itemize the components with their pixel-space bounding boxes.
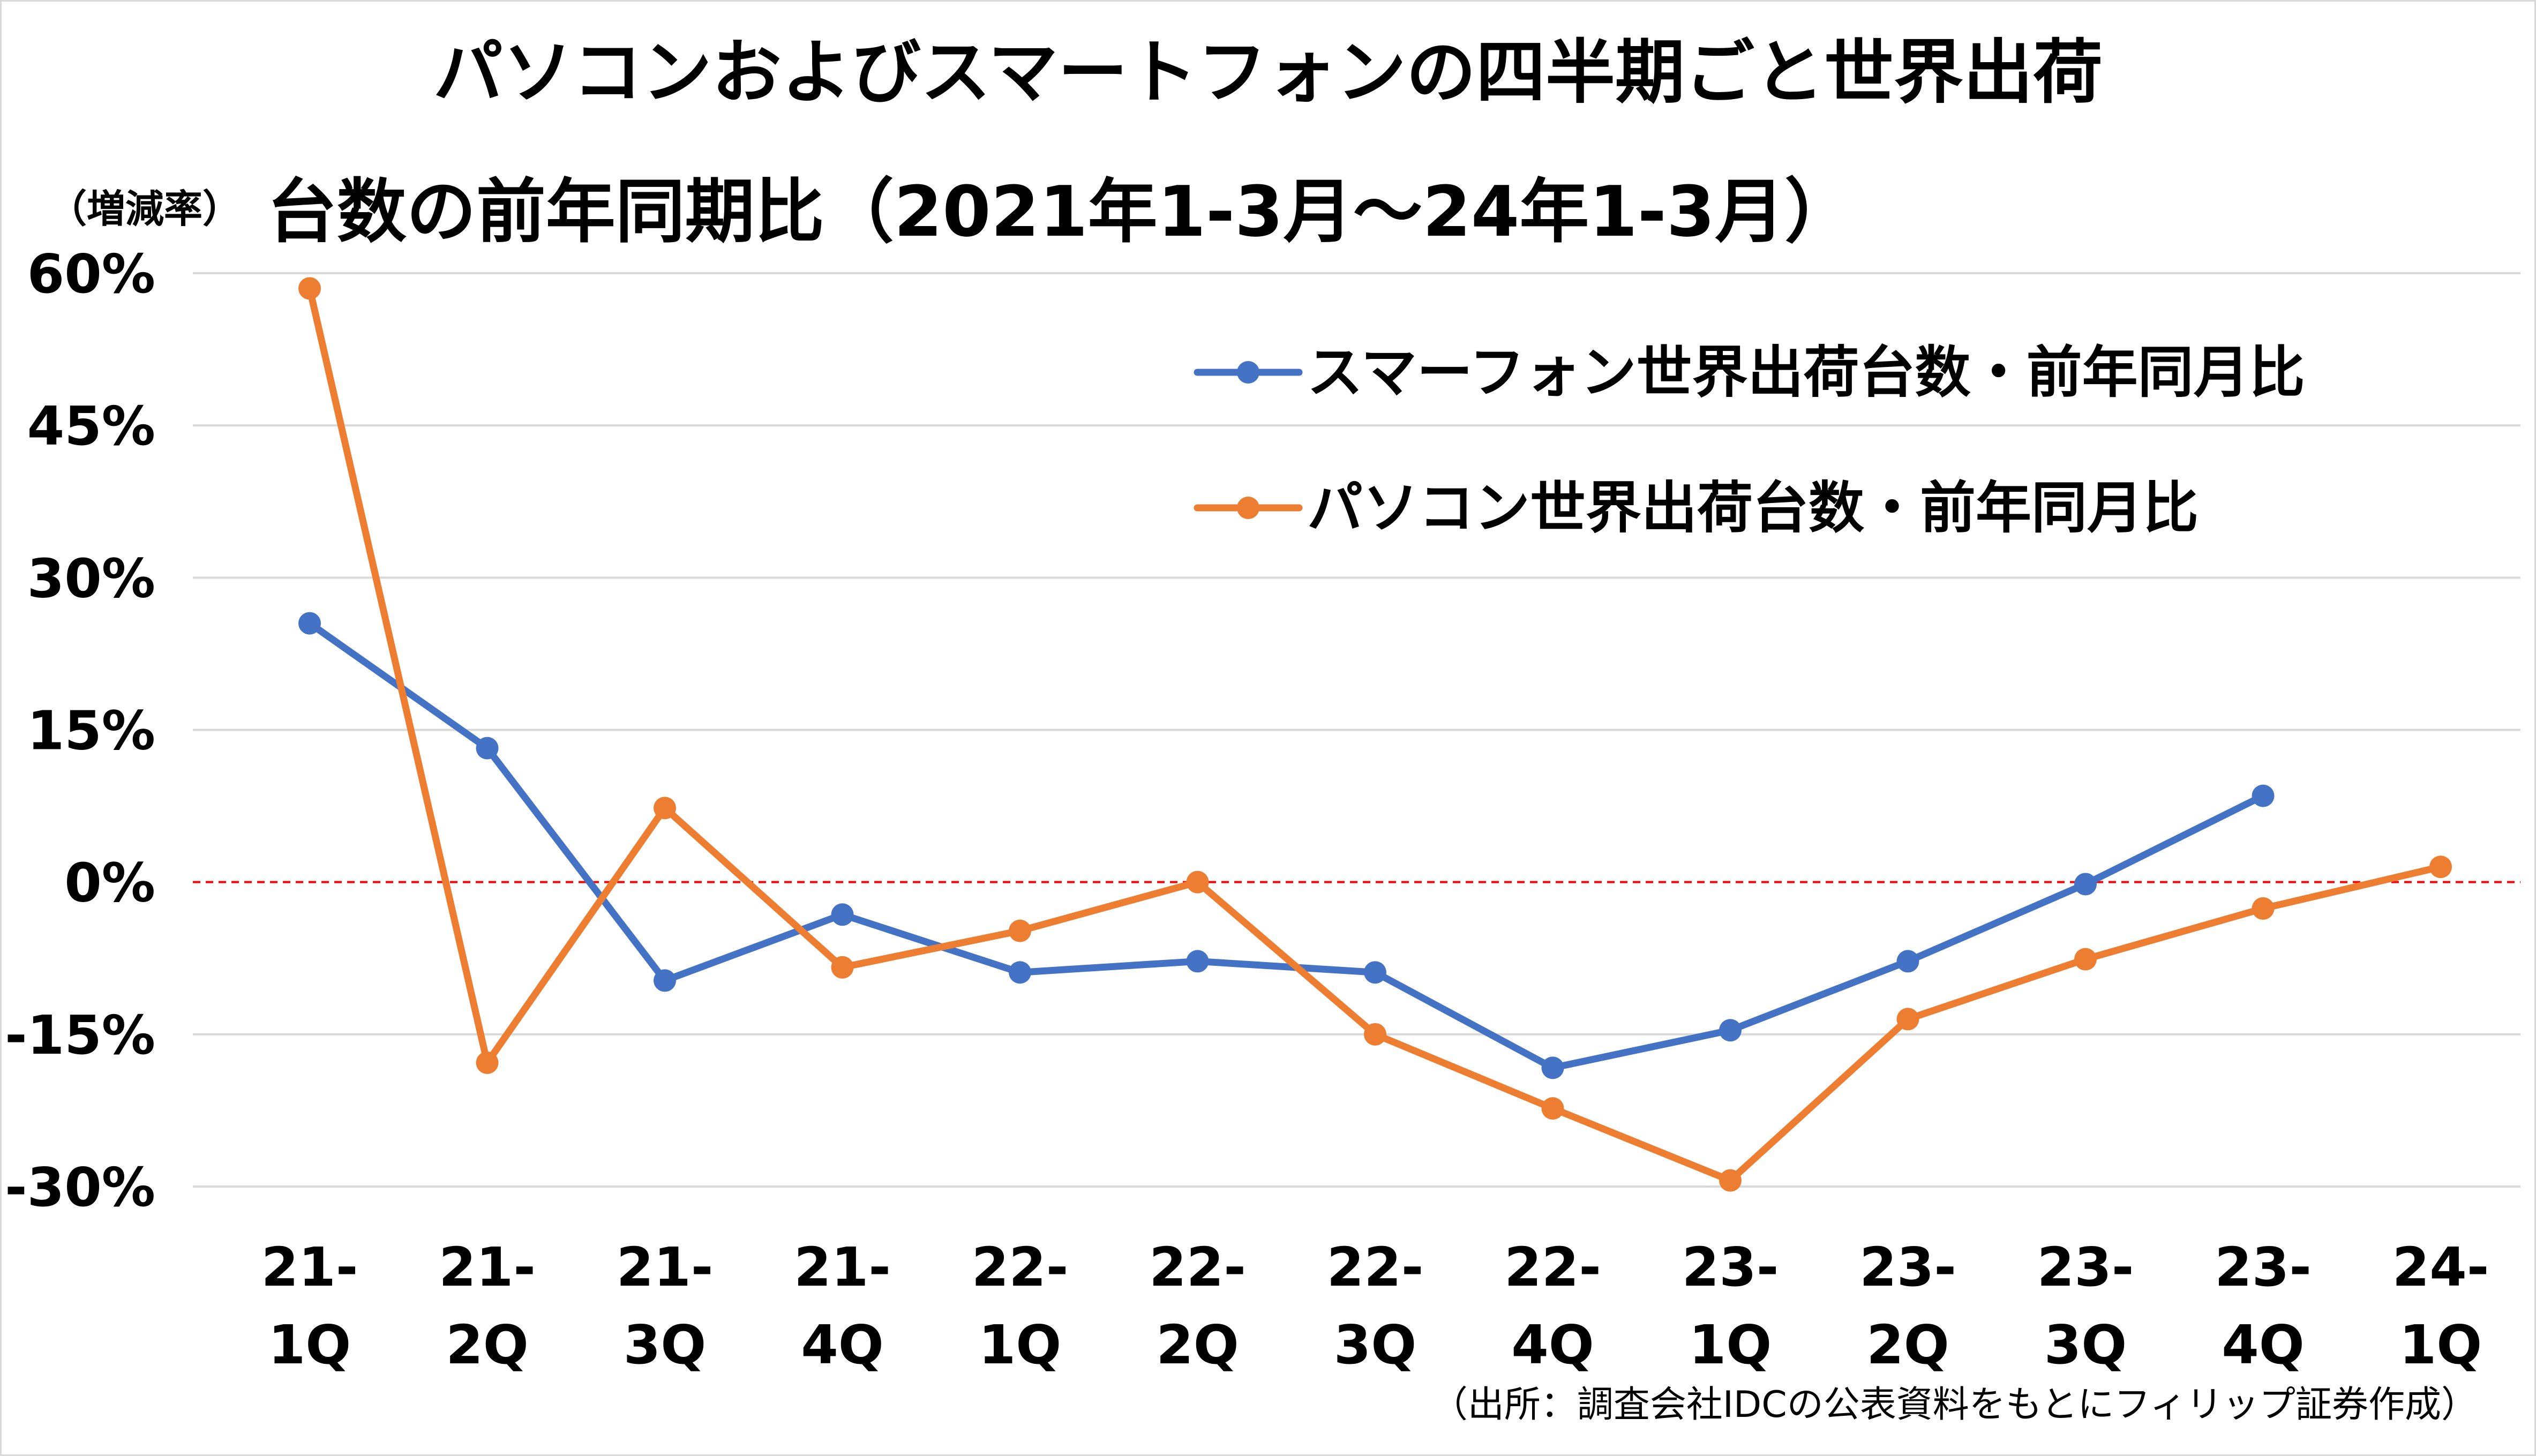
x-tick-label-quarter: 1Q <box>979 1314 1062 1376</box>
data-point <box>2074 873 2097 896</box>
legend-item-smartphone: スマーフォン世界出荷台数・前年同月比 <box>1194 340 2305 405</box>
data-point <box>1719 1019 1742 1042</box>
series-pc <box>298 277 2452 1192</box>
x-tick-label-quarter: 4Q <box>2222 1314 2305 1376</box>
legend-label: パソコン世界出荷台数・前年同月比 <box>1307 475 2199 541</box>
x-tick-label-quarter: 2Q <box>446 1314 529 1376</box>
data-point <box>2252 784 2275 807</box>
chart-title-line-1: パソコンおよびスマートフォンの四半期ごと世界出荷 <box>433 32 2103 113</box>
legend-swatch-marker <box>1237 361 1259 384</box>
source-note: （出所：調査会社IDCの公表資料をもとにフィリップ証券作成） <box>1431 1384 2478 1426</box>
x-tick-label-year: 23- <box>2215 1236 2312 1299</box>
legend-swatch-marker <box>1237 497 1259 519</box>
y-tick-label: 45% <box>27 395 155 457</box>
series-line <box>306 284 2444 1184</box>
x-tick-label-quarter: 1Q <box>2399 1314 2482 1376</box>
x-tick-label-quarter: 1Q <box>268 1314 351 1376</box>
data-point <box>1364 1023 1386 1046</box>
data-point <box>1009 919 1031 942</box>
y-tick-label: 60% <box>27 243 155 305</box>
data-point <box>476 1051 499 1074</box>
x-tick-label-year: 21- <box>617 1236 714 1299</box>
data-point <box>2074 948 2097 971</box>
x-tick-label-year: 23- <box>2037 1236 2134 1299</box>
data-point <box>1541 1097 1564 1120</box>
data-point <box>1541 1056 1564 1079</box>
chart-title-line-2: 台数の前年同期比（2021年1-3月～24年1-3月） <box>267 171 1854 252</box>
data-point <box>298 612 321 635</box>
x-tick-label-quarter: 4Q <box>801 1314 884 1376</box>
data-point <box>831 956 854 979</box>
data-point <box>1186 870 1209 894</box>
x-tick-label-quarter: 3Q <box>1334 1314 1417 1376</box>
x-tick-label-year: 22- <box>972 1236 1069 1299</box>
data-point <box>1719 1169 1742 1192</box>
x-tick-label-year: 23- <box>1859 1236 1956 1299</box>
series-smartphone <box>298 612 2275 1079</box>
x-tick-label-year: 23- <box>1682 1236 1779 1299</box>
data-point <box>1009 961 1031 984</box>
data-point <box>2252 897 2275 920</box>
data-point <box>654 969 676 992</box>
y-axis-ticks: 60% 45% 30% 15% 0% -15% -30% <box>5 243 155 1219</box>
data-point <box>298 277 321 300</box>
series-layer <box>298 277 2452 1192</box>
legend-item-pc: パソコン世界出荷台数・前年同月比 <box>1194 475 2199 541</box>
x-axis-ticks: 21- 1Q 21- 2Q 21- 3Q 21- 4Q 22- 1Q 22- 2Q 22- 3Q 22- 4Q… <box>261 1236 2489 1376</box>
x-tick-label-quarter: 2Q <box>1866 1314 1949 1376</box>
data-point <box>831 903 854 926</box>
x-tick-label-year: 22- <box>1327 1236 1424 1299</box>
data-point <box>1896 1008 1919 1031</box>
x-tick-label-year: 21- <box>261 1236 358 1299</box>
series-line <box>306 620 2267 1071</box>
y-tick-label: -30% <box>5 1156 155 1219</box>
y-tick-label: 30% <box>27 547 155 610</box>
x-tick-label-year: 22- <box>1504 1236 1601 1299</box>
data-point <box>476 737 499 760</box>
y-tick-label: 15% <box>27 700 155 762</box>
data-point <box>1364 961 1386 984</box>
legend-label: スマーフォン世界出荷台数・前年同月比 <box>1307 340 2305 405</box>
x-tick-label-quarter: 4Q <box>1511 1314 1594 1376</box>
x-tick-label-quarter: 3Q <box>624 1314 707 1376</box>
data-point <box>1186 950 1209 973</box>
x-tick-label-quarter: 1Q <box>1689 1314 1772 1376</box>
y-tick-label: -15% <box>5 1004 155 1067</box>
grid-layer <box>193 272 2520 1188</box>
y-axis-unit-label: （増減率） <box>48 186 241 231</box>
x-tick-label-year: 22- <box>1149 1236 1246 1299</box>
x-tick-label-year: 21- <box>794 1236 891 1299</box>
x-tick-label-year: 24- <box>2392 1236 2489 1299</box>
x-tick-label-quarter: 2Q <box>1156 1314 1239 1376</box>
data-point <box>1896 950 1919 973</box>
y-tick-label: 0% <box>64 852 155 914</box>
data-point <box>654 797 676 820</box>
data-point <box>2429 855 2452 879</box>
x-tick-label-year: 21- <box>439 1236 536 1299</box>
x-tick-label-quarter: 3Q <box>2044 1314 2127 1376</box>
